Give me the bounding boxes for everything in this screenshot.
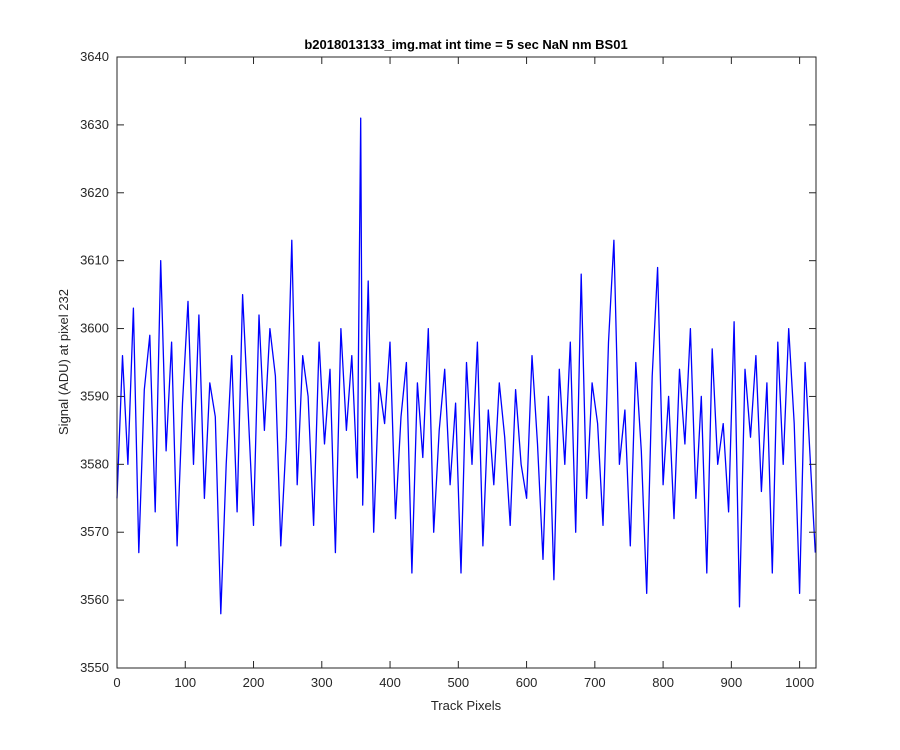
y-tick-label: 3620 (80, 185, 109, 200)
x-tick-label: 900 (721, 675, 743, 690)
y-tick-label: 3610 (80, 253, 109, 268)
y-tick-label: 3630 (80, 117, 109, 132)
x-axis-label: Track Pixels (431, 698, 502, 713)
x-tick-label: 800 (652, 675, 674, 690)
axes-box (116, 56, 817, 669)
y-axis-label: Signal (ADU) at pixel 232 (56, 289, 71, 435)
series-line (116, 117, 816, 615)
x-tick-label: 700 (584, 675, 606, 690)
x-tick-label: 200 (243, 675, 265, 690)
y-tick-label: 3560 (80, 592, 109, 607)
ticks-layer: 0 100 200 300 400 500 600 700 800 900 1000 3550 3560… (80, 49, 816, 690)
y-tick-label: 3590 (80, 388, 109, 403)
y-tick-label: 3550 (80, 660, 109, 675)
y-tick-label: 3580 (80, 456, 109, 471)
y-tick-label: 3640 (80, 49, 109, 64)
series-layer (116, 117, 816, 615)
y-tick-label: 3600 (80, 321, 109, 336)
chart-title: b2018013133_img.mat int time = 5 sec NaN… (304, 37, 627, 52)
x-tick-label: 600 (516, 675, 538, 690)
x-tick-label: 500 (447, 675, 469, 690)
y-tick-label: 3570 (80, 524, 109, 539)
x-tick-label: 400 (379, 675, 401, 690)
x-tick-label: 1000 (785, 675, 814, 690)
x-tick-label: 0 (113, 675, 120, 690)
x-tick-label: 100 (174, 675, 196, 690)
x-tick-label: 300 (311, 675, 333, 690)
